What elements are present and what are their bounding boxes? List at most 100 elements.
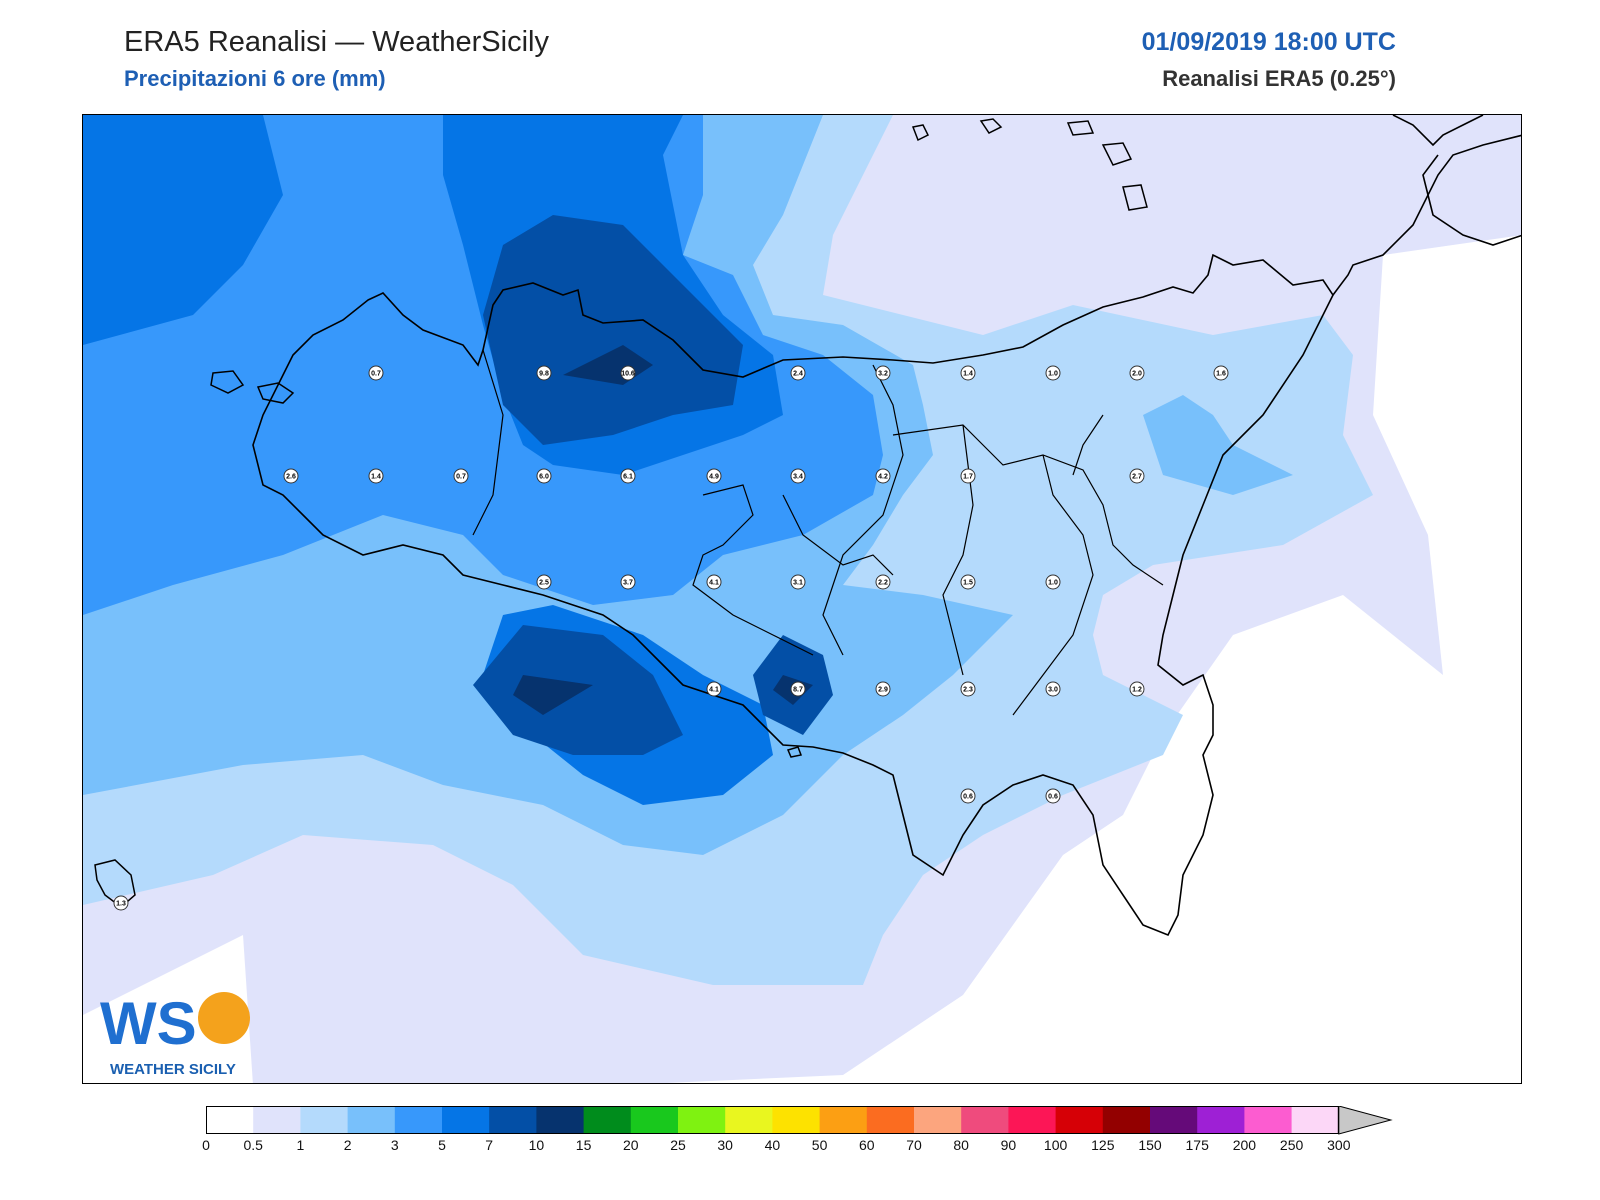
station-marker: 2.9 bbox=[875, 681, 891, 697]
map-subtitle: Precipitazioni 6 ore (mm) bbox=[124, 66, 386, 91]
station-marker: 0.7 bbox=[453, 468, 469, 484]
station-marker: 3.1 bbox=[790, 574, 806, 590]
colorbar-tick-label: 1 bbox=[296, 1137, 305, 1153]
station-marker: 10.6 bbox=[620, 365, 636, 381]
colorbar-segment bbox=[1008, 1106, 1057, 1134]
station-value: 2.5 bbox=[539, 580, 549, 587]
mainland-north bbox=[1392, 115, 1484, 147]
station-value: 4.1 bbox=[709, 687, 719, 694]
colorbar-tick-label: 3 bbox=[390, 1137, 399, 1153]
colorbar-tick-label: 25 bbox=[670, 1137, 686, 1153]
station-marker: 4.1 bbox=[706, 574, 722, 590]
island-malta-region bbox=[786, 746, 803, 758]
station-marker: 2.0 bbox=[1129, 365, 1145, 381]
station-value: 4.9 bbox=[709, 474, 719, 481]
island-egadi-1 bbox=[210, 370, 245, 394]
station-marker: 1.3 bbox=[113, 895, 129, 911]
station-value: 10.6 bbox=[621, 371, 635, 378]
station-marker: 1.0 bbox=[1045, 365, 1061, 381]
station-marker: 4.9 bbox=[706, 468, 722, 484]
station-value: 1.3 bbox=[116, 901, 126, 908]
station-marker: 4.2 bbox=[875, 468, 891, 484]
colorbar-segment bbox=[914, 1106, 962, 1134]
station-markers: 0.7 9.8 10.6 2.4 3.2 1.4 1.0 2.0 1.6 2.6 1.4 0.7 6.0… bbox=[113, 365, 1229, 911]
station-marker: 1.4 bbox=[960, 365, 976, 381]
colorbar-tick-label: 80 bbox=[953, 1137, 969, 1153]
colorbar-segment bbox=[1055, 1106, 1104, 1134]
colorbar-tick-label: 15 bbox=[575, 1137, 592, 1153]
island-egadi-2 bbox=[256, 382, 295, 404]
station-value: 3.0 bbox=[1048, 687, 1058, 694]
colorbar-segment bbox=[866, 1106, 915, 1134]
station-marker: 9.8 bbox=[536, 365, 552, 381]
station-value: 1.4 bbox=[371, 474, 381, 481]
station-value: 4.2 bbox=[878, 474, 888, 481]
island-ustica bbox=[911, 124, 930, 142]
station-value: 1.5 bbox=[963, 580, 973, 587]
colorbar-tick-label: 10 bbox=[528, 1137, 545, 1153]
colorbar-segment bbox=[583, 1106, 632, 1134]
contour-10 bbox=[513, 345, 813, 715]
station-value: 9.8 bbox=[539, 371, 549, 378]
station-value: 6.1 bbox=[623, 474, 633, 481]
island-aeolian-1 bbox=[979, 118, 1003, 134]
sicily-coast bbox=[252, 253, 1334, 937]
colorbar-tick-label: 30 bbox=[717, 1137, 733, 1153]
station-value: 2.7 bbox=[1132, 474, 1142, 481]
colorbar-scale bbox=[206, 1106, 1393, 1135]
precipitation-map: 0.7 9.8 10.6 2.4 3.2 1.4 1.0 2.0 1.6 2.6 1.4 0.7 6.0… bbox=[82, 114, 1522, 1084]
station-value: 2.9 bbox=[878, 687, 888, 694]
colorbar-segment bbox=[961, 1106, 1009, 1134]
colorbar-segment bbox=[1291, 1106, 1340, 1134]
colorbar-segment bbox=[1244, 1106, 1293, 1134]
colorbar-segment bbox=[347, 1106, 396, 1134]
colorbar-segment bbox=[819, 1106, 868, 1134]
map-title: ERA5 Reanalisi — WeatherSicily bbox=[124, 26, 549, 58]
station-marker: 3.4 bbox=[790, 468, 806, 484]
province-boundaries bbox=[472, 349, 1164, 716]
colorbar-segment bbox=[725, 1106, 773, 1134]
station-marker: 4.1 bbox=[706, 681, 722, 697]
station-marker: 1.5 bbox=[960, 574, 976, 590]
station-value: 2.3 bbox=[963, 687, 973, 694]
station-value: 3.1 bbox=[793, 580, 803, 587]
station-value: 1.0 bbox=[1048, 371, 1058, 378]
station-value: 2.4 bbox=[793, 371, 803, 378]
station-marker: 2.7 bbox=[1129, 468, 1145, 484]
colorbar-segment bbox=[630, 1106, 679, 1134]
station-value: 0.6 bbox=[963, 794, 973, 801]
colorbar-segment bbox=[1150, 1106, 1198, 1134]
colorbar-tick-label: 100 bbox=[1043, 1137, 1068, 1153]
station-value: 0.7 bbox=[371, 371, 381, 378]
coastlines bbox=[252, 115, 1521, 937]
station-marker: 2.4 bbox=[790, 365, 806, 381]
colorbar-segment bbox=[1197, 1106, 1245, 1134]
station-marker: 1.4 bbox=[368, 468, 384, 484]
colorbar-segment bbox=[1102, 1106, 1151, 1134]
station-value: 3.7 bbox=[623, 580, 633, 587]
station-marker: 2.2 bbox=[875, 574, 891, 590]
colorbar-tick-label: 200 bbox=[1232, 1137, 1257, 1153]
contour-3 bbox=[83, 115, 883, 615]
station-marker: 3.0 bbox=[1045, 681, 1061, 697]
colorbar-tick-label: 90 bbox=[1000, 1137, 1017, 1153]
station-marker: 2.6 bbox=[283, 468, 299, 484]
colorbar-tick-label: 125 bbox=[1091, 1137, 1115, 1153]
contour-7 bbox=[473, 215, 833, 755]
station-marker: 1.6 bbox=[1213, 365, 1229, 381]
colorbar-segment bbox=[394, 1106, 443, 1134]
island-aeolian-3 bbox=[1101, 142, 1133, 166]
colorbar-tick-label: 20 bbox=[623, 1137, 639, 1153]
station-value: 2.2 bbox=[878, 580, 888, 587]
colorbar-segment bbox=[253, 1106, 301, 1134]
station-value: 0.7 bbox=[456, 474, 466, 481]
colorbar-segment bbox=[678, 1106, 726, 1134]
station-value: 1.2 bbox=[1132, 687, 1142, 694]
colorbar-tick-label: 40 bbox=[764, 1137, 781, 1153]
colorbar-segment bbox=[536, 1106, 585, 1134]
station-value: 1.4 bbox=[963, 371, 973, 378]
colorbar-tick-label: 7 bbox=[485, 1137, 494, 1153]
island-aeolian-2 bbox=[1066, 120, 1095, 136]
station-marker: 0.6 bbox=[1045, 788, 1061, 804]
colorbar-tick-label: 60 bbox=[859, 1137, 875, 1153]
